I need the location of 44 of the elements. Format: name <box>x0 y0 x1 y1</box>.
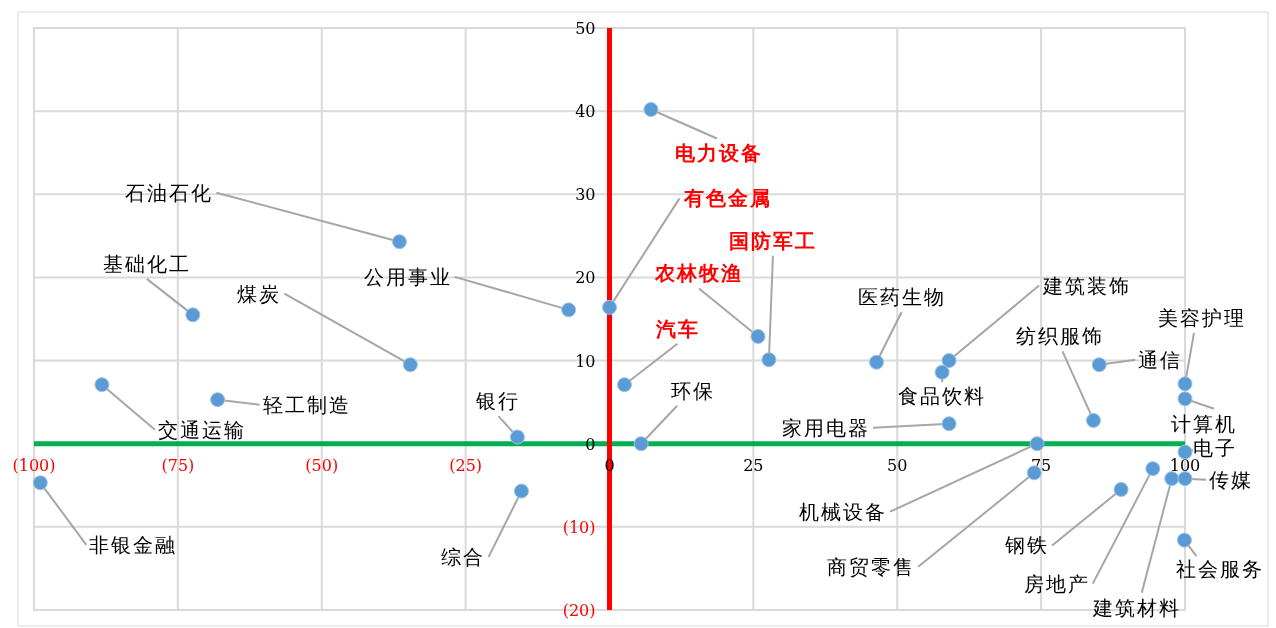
annotation: 机械设备 <box>799 499 888 524</box>
annotation: 房地产 <box>1023 571 1090 596</box>
annotation: 电力设备 <box>674 141 763 166</box>
y-tick-label: 40 <box>575 102 596 122</box>
x-tick-label: 50 <box>887 455 908 475</box>
x-tick-label: 100 <box>1169 455 1201 475</box>
annotation: 煤炭 <box>237 281 282 306</box>
annotation: 食品饮料 <box>898 384 987 409</box>
y-tick-label: 20 <box>575 268 596 288</box>
annotation: 环保 <box>671 378 716 403</box>
y-tick-label: (20) <box>562 601 596 620</box>
annotation: 钢铁 <box>1004 533 1050 558</box>
annotation: 银行 <box>475 389 521 414</box>
annotation: 综合 <box>441 545 486 570</box>
annotation: 基础化工 <box>102 251 191 276</box>
y-tick-label: (10) <box>562 517 596 537</box>
annotation: 石油石化 <box>125 180 214 205</box>
x-tick-label: 25 <box>743 455 764 475</box>
annotation: 交通运输 <box>157 417 246 442</box>
annotation: 美容护理 <box>1158 305 1246 330</box>
annotation: 纺织服饰 <box>1016 324 1105 349</box>
y-tick-label: 10 <box>575 351 596 371</box>
annotation: 汽车 <box>655 316 701 341</box>
annotation: 医药生物 <box>857 285 946 310</box>
annotation: 有色金属 <box>682 186 772 211</box>
annotation: 传媒 <box>1209 467 1253 492</box>
annotation: 建筑装饰 <box>1042 273 1132 298</box>
annotation: 计算机 <box>1171 411 1237 436</box>
annotation: 农林牧渔 <box>653 261 743 286</box>
annotation: 建筑材料 <box>1091 595 1181 620</box>
y-tick-label: 50 <box>575 19 596 38</box>
annotation: 公用事业 <box>363 264 452 289</box>
x-tick-label: (100) <box>12 455 56 475</box>
annotation: 国防军工 <box>728 228 817 253</box>
annotation: 轻工制造 <box>262 392 351 417</box>
x-tick-label: (50) <box>305 455 339 475</box>
annotation: 家用电器 <box>782 415 871 440</box>
annotation: 非银金融 <box>89 532 178 557</box>
annotation: 通信 <box>1138 347 1183 372</box>
x-tick-label: (75) <box>161 455 195 475</box>
x-tick-label: (25) <box>449 455 483 475</box>
annotation: 社会服务 <box>1176 557 1265 582</box>
annotation: 商贸零售 <box>827 554 916 579</box>
y-tick-label: 30 <box>575 185 596 205</box>
